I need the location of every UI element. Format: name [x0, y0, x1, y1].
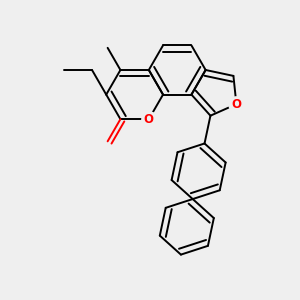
Text: O: O [144, 113, 154, 126]
Text: O: O [231, 98, 242, 111]
